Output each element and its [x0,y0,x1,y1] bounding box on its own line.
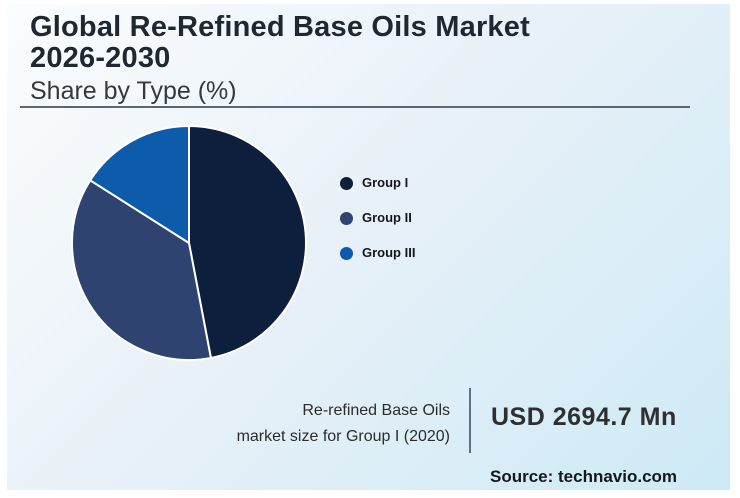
chart-title-line2: 2026-2030 [30,42,171,74]
legend-label: Group II [362,210,412,225]
market-size-caption: Re-refined Base Oils market size for Gro… [237,398,450,450]
legend-label: Group III [362,245,416,260]
title-divider [20,106,690,108]
chart-subtitle: Share by Type (%) [30,77,237,105]
market-size-caption-line1: Re-refined Base Oils [302,402,450,419]
legend-swatch [340,246,353,260]
market-size-caption-line2: market size for Group I (2020) [236,428,450,445]
pie-chart [71,125,307,361]
legend-label: Group I [362,175,409,190]
header: Global Re-Refined Base Oils Market 2026-2… [30,12,530,106]
chart-title-line1: Global Re-Refined Base Oils Market [30,11,530,43]
pie-slice-group-i [188,125,307,359]
market-size-value: USD 2694.7 Mn [491,403,677,431]
legend-swatch [340,211,353,225]
legend-item-group-i: Group I [340,175,415,191]
pie-slice-group-iii [89,125,190,244]
pie-slice-group-ii [71,179,212,361]
legend-swatch [340,176,353,190]
chart-title: Global Re-Refined Base Oils Market 2026-2… [30,12,530,74]
legend: Group I Group II Group III [340,175,415,261]
source-attribution: Source: technavio.com [490,467,678,486]
legend-item-group-ii: Group II [340,210,415,226]
legend-item-group-iii: Group III [340,245,415,261]
footer-divider [469,388,471,453]
